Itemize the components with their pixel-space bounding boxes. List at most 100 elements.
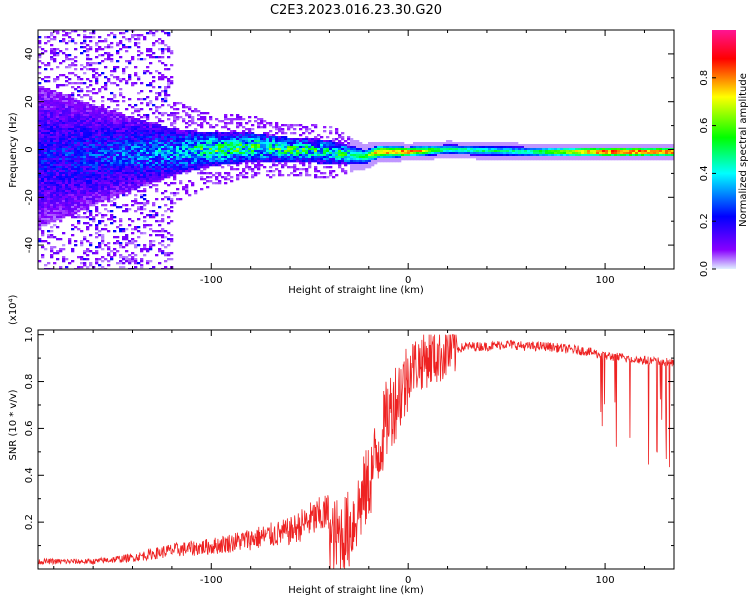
heatmap-cell bbox=[371, 142, 375, 145]
heatmap-cell bbox=[290, 132, 294, 135]
heatmap-cell bbox=[143, 72, 147, 75]
heatmap-cell bbox=[53, 174, 57, 177]
heatmap-cell bbox=[92, 186, 96, 189]
heatmap-cell bbox=[119, 242, 123, 245]
heatmap-cell bbox=[158, 132, 162, 135]
heatmap-cell bbox=[71, 38, 75, 41]
heatmap-cell bbox=[176, 132, 180, 135]
heatmap-cell bbox=[179, 152, 183, 155]
heatmap-cell bbox=[65, 174, 69, 177]
heatmap-cell bbox=[152, 216, 156, 219]
heatmap-cell bbox=[86, 202, 90, 205]
heatmap-cell bbox=[92, 196, 96, 199]
heatmap-cell bbox=[542, 146, 546, 149]
heatmap-cell bbox=[422, 144, 426, 147]
heatmap-cell bbox=[38, 168, 42, 171]
heatmap-cell bbox=[203, 112, 207, 115]
heatmap-cell bbox=[275, 126, 279, 129]
heatmap-cell bbox=[56, 112, 60, 115]
heatmap-cell bbox=[95, 142, 99, 145]
heatmap-cell bbox=[248, 160, 252, 163]
heatmap-cell bbox=[278, 126, 282, 129]
heatmap-cell bbox=[44, 148, 48, 151]
heatmap-cell bbox=[197, 162, 201, 165]
heatmap-cell bbox=[224, 136, 228, 139]
heatmap-cell bbox=[101, 100, 105, 103]
heatmap-cell bbox=[227, 178, 231, 181]
heatmap-cell bbox=[218, 132, 222, 135]
heatmap-cell bbox=[86, 128, 90, 131]
heatmap-cell bbox=[50, 214, 54, 217]
heatmap-cell bbox=[122, 44, 126, 47]
heatmap-cell bbox=[125, 148, 129, 151]
heatmap-cell bbox=[140, 122, 144, 125]
heatmap-cell bbox=[428, 158, 432, 161]
heatmap-cell bbox=[86, 254, 90, 257]
heatmap-cell bbox=[467, 152, 471, 155]
heatmap-cell bbox=[44, 88, 48, 91]
heatmap-cell bbox=[149, 146, 153, 149]
heatmap-cell bbox=[413, 150, 417, 153]
heatmap-cell bbox=[101, 138, 105, 141]
heatmap-cell bbox=[212, 152, 216, 155]
heatmap-cell bbox=[77, 138, 81, 141]
heatmap-cell bbox=[71, 208, 75, 211]
heatmap-cell bbox=[317, 150, 321, 153]
heatmap-cell bbox=[92, 70, 96, 73]
heatmap-cell bbox=[383, 160, 387, 163]
heatmap-cell bbox=[134, 202, 138, 205]
heatmap-cell bbox=[563, 144, 567, 147]
heatmap-cell bbox=[71, 114, 75, 117]
heatmap-cell bbox=[158, 230, 162, 233]
heatmap-cell bbox=[80, 164, 84, 167]
heatmap-cell bbox=[158, 120, 162, 123]
heatmap-cell bbox=[230, 168, 234, 171]
heatmap-cell bbox=[56, 96, 60, 99]
heatmap-cell bbox=[86, 58, 90, 61]
heatmap-cell bbox=[44, 118, 48, 121]
heatmap-cell bbox=[80, 190, 84, 193]
heatmap-cell bbox=[146, 166, 150, 169]
heatmap-cell bbox=[149, 124, 153, 127]
heatmap-cell bbox=[119, 118, 123, 121]
heatmap-cell bbox=[44, 186, 48, 189]
heatmap-cell bbox=[116, 196, 120, 199]
heatmap-cell bbox=[62, 192, 66, 195]
heatmap-cell bbox=[104, 134, 108, 137]
heatmap-cell bbox=[119, 164, 123, 167]
heatmap-cell bbox=[548, 144, 552, 147]
heatmap-cell bbox=[461, 154, 465, 157]
heatmap-cell bbox=[47, 62, 51, 65]
heatmap-cell bbox=[308, 162, 312, 165]
heatmap-cell bbox=[248, 146, 252, 149]
heatmap-cell bbox=[50, 204, 54, 207]
heatmap-cell bbox=[233, 158, 237, 161]
heatmap-cell bbox=[143, 180, 147, 183]
heatmap-cell bbox=[332, 150, 336, 153]
heatmap-cell bbox=[185, 136, 189, 139]
heatmap-cell bbox=[56, 110, 60, 113]
heatmap-cell bbox=[248, 168, 252, 171]
heatmap-cell bbox=[149, 30, 153, 33]
heatmap-cell bbox=[56, 188, 60, 191]
heatmap-cell bbox=[110, 178, 114, 181]
heatmap-cell bbox=[500, 146, 504, 149]
heatmap-cell bbox=[140, 202, 144, 205]
heatmap-cell bbox=[332, 170, 336, 173]
heatmap-cell bbox=[569, 150, 573, 153]
heatmap-cell bbox=[95, 262, 99, 265]
heatmap-cell bbox=[119, 146, 123, 149]
heatmap-cell bbox=[188, 156, 192, 159]
heatmap-cell bbox=[143, 156, 147, 159]
heatmap-cell bbox=[200, 152, 204, 155]
heatmap-cell bbox=[110, 42, 114, 45]
heatmap-cell bbox=[74, 120, 78, 123]
heatmap-cell bbox=[41, 156, 45, 159]
heatmap-cell bbox=[386, 148, 390, 151]
heatmap-cell bbox=[182, 120, 186, 123]
heatmap-cell bbox=[56, 166, 60, 169]
heatmap-cell bbox=[425, 152, 429, 155]
heatmap-cell bbox=[305, 142, 309, 145]
heatmap-cell bbox=[101, 150, 105, 153]
heatmap-cell bbox=[149, 122, 153, 125]
